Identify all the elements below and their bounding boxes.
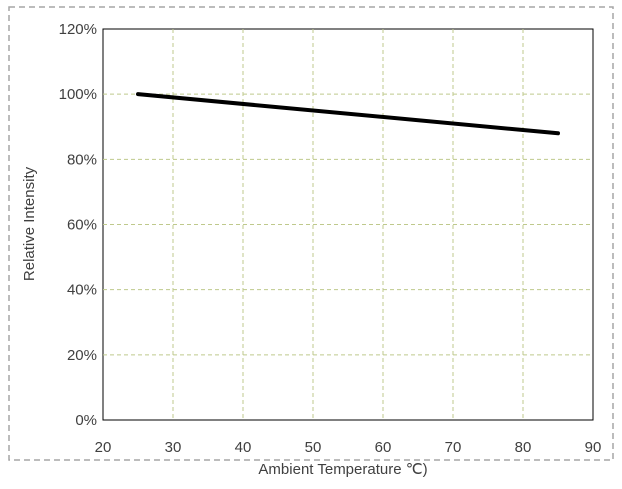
x-axis-label: Ambient Temperature ℃): [258, 461, 427, 478]
y-tick-label: 40%: [67, 282, 97, 299]
chart-frame: [8, 6, 614, 461]
y-tick-label: 60%: [67, 217, 97, 234]
x-tick-label: 30: [165, 439, 182, 456]
x-tick-label: 40: [235, 439, 252, 456]
y-axis-label: Relative Intensity: [21, 166, 38, 281]
x-tick-label: 70: [445, 439, 462, 456]
x-tick-label: 20: [95, 439, 112, 456]
y-tick-label: 120%: [59, 21, 97, 38]
series-line: [136, 92, 560, 136]
y-tick-label: 0%: [75, 412, 97, 429]
x-tick-label: 80: [515, 439, 532, 456]
y-axis-ticks: 0% 20% 40% 60% 80% 100% 120%: [59, 21, 97, 429]
series-layer: [136, 92, 560, 136]
gridlines: [103, 29, 593, 420]
y-tick-label: 80%: [67, 151, 97, 168]
y-tick-label: 100%: [59, 86, 97, 103]
x-tick-label: 60: [375, 439, 392, 456]
x-tick-label: 90: [585, 439, 602, 456]
y-tick-label: 20%: [67, 347, 97, 364]
x-tick-label: 50: [305, 439, 322, 456]
x-axis-ticks: 20 30 40 50 60 70 80 90: [95, 439, 602, 456]
